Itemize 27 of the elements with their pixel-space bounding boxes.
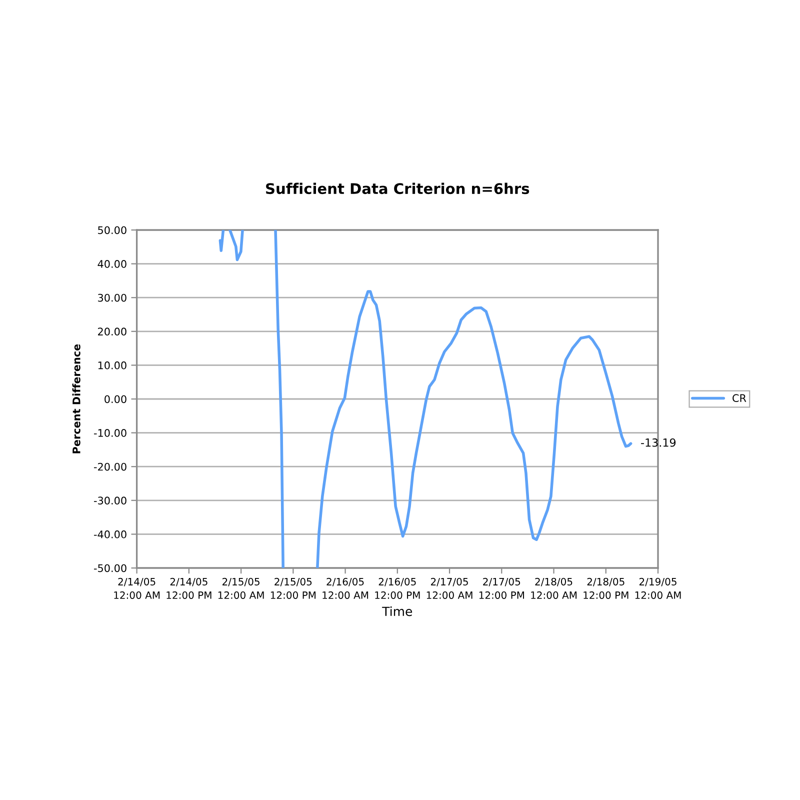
y-tick-label: 10.00 <box>98 361 126 370</box>
y-tick-label: 0.00 <box>104 395 126 404</box>
y-tick-label: -10.00 <box>94 429 126 437</box>
y-tick-label: 30.00 <box>98 294 126 302</box>
chart-title: Sufficient Data Criterion n=6hrs <box>266 182 530 194</box>
x-tick-label: 2/14/05 12:00 PM <box>166 578 212 599</box>
y-tick-label: -40.00 <box>94 530 126 538</box>
x-tick-label: 2/17/05 12:00 AM <box>426 578 472 599</box>
x-tick-label: 2/15/05 12:00 AM <box>218 578 264 599</box>
y-tick-label: -50.00 <box>94 564 126 572</box>
x-tick-label: 2/15/05 12:00 PM <box>270 578 316 599</box>
legend-label: CR <box>732 394 746 402</box>
x-tick-label: 2/16/05 12:00 AM <box>322 578 368 599</box>
x-tick-label: 2/19/05 12:00 AM <box>635 578 681 599</box>
data-label: -13.19 <box>641 438 676 447</box>
x-tick-label: 2/18/05 12:00 PM <box>584 578 628 599</box>
y-axis-title: Percent Difference <box>72 344 80 454</box>
y-tick-label: 20.00 <box>98 328 126 336</box>
x-tick-label: 2/16/05 12:00 PM <box>375 578 420 599</box>
y-tick-label: 40.00 <box>98 260 126 268</box>
y-tick-label: -30.00 <box>94 496 126 505</box>
x-tick-label: 2/14/05 12:00 AM <box>114 578 160 599</box>
x-tick-label: 2/18/05 12:00 AM <box>531 578 577 599</box>
y-tick-label: -20.00 <box>94 462 126 471</box>
x-axis-title: Time <box>382 606 412 616</box>
y-tick-label: 50.00 <box>98 226 126 234</box>
x-tick-label: 2/17/05 12:00 PM <box>479 578 524 599</box>
